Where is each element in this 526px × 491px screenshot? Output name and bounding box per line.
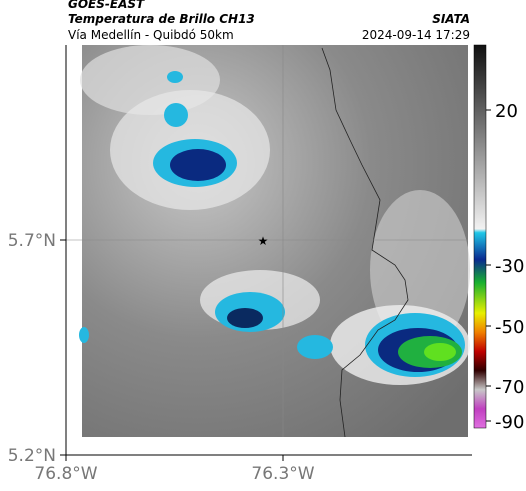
colorbar-label: -30: [495, 256, 524, 277]
lat-label: 5.2°N: [8, 446, 56, 466]
source: GOES-EAST: [68, 0, 145, 11]
colorbar-label: -50: [495, 317, 524, 338]
boundary: [321, 47, 409, 438]
subtitle: Vía Medellín - Quibdó 50km: [68, 28, 234, 42]
location-marker: ★: [258, 234, 269, 248]
cold-cloud: [170, 149, 226, 181]
datetime: 2024-09-14 17:29: [361, 28, 470, 42]
colorbar-label: -70: [495, 377, 524, 398]
lat-label: 5.7°N: [8, 231, 56, 251]
cold-cloud: [164, 103, 188, 127]
title: Temperatura de Brillo CH13: [68, 12, 255, 26]
colorbar-label: 20: [495, 101, 518, 122]
cold-cloud: [297, 335, 333, 359]
cold-cloud: [227, 308, 263, 328]
cold-cloud: [79, 327, 89, 343]
lon-label: 76.8°W: [34, 464, 97, 484]
organization: SIATA: [432, 12, 470, 26]
lon-label: 76.3°W: [251, 464, 314, 484]
very-cold-cloud: [424, 343, 456, 361]
colorbar: [473, 44, 487, 429]
colorbar-label: -90: [495, 412, 524, 433]
cold-cloud: [167, 71, 183, 83]
